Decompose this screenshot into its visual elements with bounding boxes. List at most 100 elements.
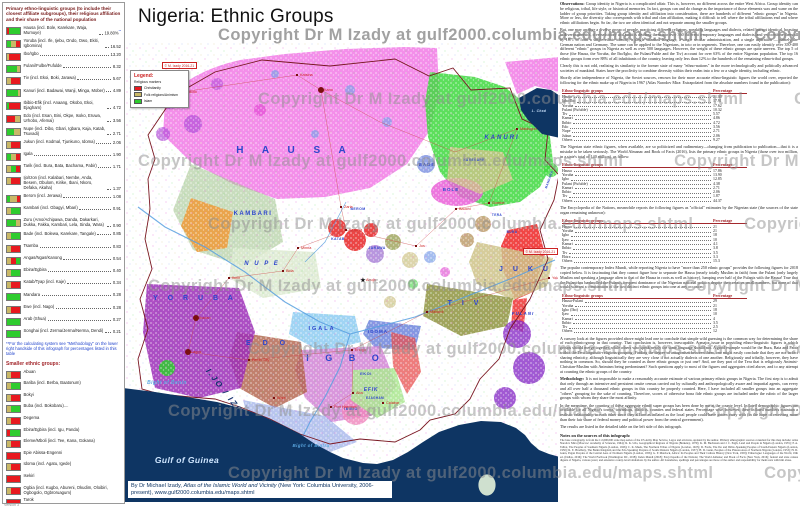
copyright-stamp-top: © M. Izady 2016-21 [162, 62, 197, 70]
religion-swatch [6, 39, 21, 48]
smaller-group-name: Idoma (incl. Agatu, Igede) [23, 461, 72, 467]
region-label: E D O [246, 340, 290, 347]
ethnic-group-row: Mandara 0.28 [6, 292, 121, 302]
ethnic-group-row: Ijo/Izon (incl. Kalabari, Nembe, Anda, B… [6, 175, 121, 191]
table-cell-group: Others [562, 198, 573, 203]
table-cell-group: Yoruba [562, 103, 574, 108]
city-marker [282, 270, 284, 272]
commentary-panel: Observations: Group identity in Nigeria … [560, 2, 798, 507]
dotted-leader [573, 123, 711, 125]
table-row: Igbo (Ibo) 18 [562, 308, 747, 312]
city-marker [273, 397, 275, 399]
dotted-leader [570, 240, 711, 242]
religion-swatch [6, 65, 21, 74]
citation-by: By Dr Michael Izady, [131, 482, 184, 489]
ethnic-group-percentage: 1.37 [112, 185, 121, 191]
smaller-groups-list: Abuan Bariba (incl. Berba, Baatonum) Bokyi… [6, 369, 121, 503]
table-cell-value: 12.85 [713, 177, 722, 182]
table-row: Igbo 18 [562, 233, 747, 237]
table-row: Igbo/Ibo 17.91 [562, 99, 747, 103]
table-cell-value: 21 [713, 229, 717, 234]
table-cell-value: 3.56 [713, 125, 720, 130]
water-label: Bight of Benin [147, 380, 187, 386]
ethnic-percentage-table: Ethno-linguistic groups Percentage Hausa 21… [562, 88, 747, 142]
dotted-leader [97, 234, 112, 236]
table-row: Edo 3.56 [562, 125, 747, 129]
smaller-group-row: Eleme/Mboli (incl. Tee, Kana, Gokana) [6, 438, 121, 449]
ethnic-group-text: Fulani/Fulbe/Fufulde 8.32 [24, 63, 122, 69]
legend-item-label: Islam [144, 99, 153, 104]
ethnic-group-percentage: 2.71 [112, 131, 121, 137]
table-cell-group: Igbo (Ibo) [562, 307, 578, 312]
table-cell-group: Others [562, 259, 573, 264]
city-marker [193, 315, 199, 321]
sources-fine-print: The base cartography is from the 1:2,000… [560, 438, 798, 463]
commentary-paragraph: Clearly this is not odd, realizing its s… [560, 63, 798, 73]
dotted-leader [575, 306, 711, 308]
kaduna-river [304, 201, 347, 263]
religion-swatch [6, 195, 21, 204]
notes-header: Notes on the sources of this infograph: [560, 432, 631, 438]
dotted-leader [107, 108, 112, 110]
religion-swatch [6, 152, 21, 161]
ethnic-group-name: Tiv (incl. Ekoi, Boki, Jarawa) [23, 75, 76, 81]
table-cell-group: Igbo [562, 177, 570, 182]
dotted-leader [41, 295, 112, 297]
smaller-group-row: Tarok [6, 497, 121, 503]
region-label: KANURI [484, 135, 519, 141]
ethnic-group-name: Ibibio-Efik (incl. Anaang, Okobo, Ekoi, … [23, 99, 94, 110]
water-label: Bight of Biafra [293, 443, 330, 448]
commentary-paragraph: Observations: Group identity in Nigeria … [560, 2, 798, 25]
religion-swatch [6, 165, 21, 174]
dotted-leader [55, 307, 112, 309]
ethnic-group-row: Fulani/Fulbe/Fufulde 8.32 [6, 63, 122, 74]
table-cell-group: Ijaw [562, 237, 569, 242]
city-marker [415, 245, 417, 247]
table-cell-group: Tiv [562, 325, 568, 330]
city-marker [330, 406, 332, 408]
ethnic-group-text: Jukun (incl. Kodmal, Tjunkuno, Idoma) 2.0… [24, 139, 122, 145]
religion-swatch [6, 140, 21, 149]
city-marker [345, 229, 347, 231]
legend-item: Folk religions/Animism [134, 92, 186, 98]
table-cell-value: 4.1 [713, 241, 718, 246]
ethnic-group-percentage: 0.90 [112, 223, 121, 229]
dotted-leader [573, 136, 711, 138]
dotted-leader [63, 258, 112, 260]
commentary-paragraph: The Encyclopedia of the Nations, meanwhi… [560, 205, 798, 215]
gulf-of-guinea-sea [125, 388, 558, 502]
table-cell-value: 5.57 [713, 112, 720, 117]
table-cell-value: 2.71 [713, 185, 720, 190]
table-row: Fulani (Fufulde) 10.32 [562, 108, 747, 112]
ethnic-group-text: Bade (incl. Bolewa, Karekare, Tangale) 0.… [24, 231, 122, 237]
table-cell-group: Ebira [562, 254, 571, 259]
region-label: EKOI [360, 371, 372, 376]
religion-swatch [6, 281, 21, 290]
city-label: Zaria [344, 205, 354, 209]
table-row: Yoruba 13.90 [562, 173, 747, 177]
ethnic-group-text: Kanuri (incl. Badawai, Wanji, Minga, Mob… [24, 88, 122, 94]
dotted-leader [574, 201, 711, 203]
table-cell-value: 9.27 [713, 137, 720, 142]
table-row: Others 12 [562, 329, 747, 333]
ethnic-group-percentage: 0.54 [112, 255, 121, 261]
smaller-group-name: Ebira/Egbira (incl. Igu, Panda) [23, 426, 80, 432]
dotted-leader [96, 142, 112, 144]
commentary-paragraph: In the meantime, the counting of these a… [560, 402, 798, 422]
city-marker [296, 74, 298, 76]
dotted-leader [569, 114, 711, 116]
smaller-group-name: Buba (incl. Bokobaru).... [23, 403, 69, 409]
dotted-leader [570, 127, 711, 129]
dotted-leader [570, 314, 711, 316]
table-cell-value: 3.5 [713, 320, 718, 325]
ethnic-group-row: Nupe (incl. Dibo, Gbari, Igbara, Kaja, K… [6, 126, 121, 137]
table-header: Ethno-linguistic groups Percentage [562, 218, 747, 225]
ethnic-group-text: Edo (incl. Esan, Bini, Okpe, Isoko, Eruw… [24, 113, 122, 124]
citation-box: By Dr Michael Izady, Atlas of the Islami… [127, 480, 393, 499]
region-label: Y O R U B A [153, 295, 237, 302]
ethnic-group-name: Angas/Ngas/Kanong [23, 254, 62, 260]
table-cell-group: Yoruba [562, 172, 574, 177]
smaller-group-name: Degema [23, 415, 40, 421]
religion-swatch [6, 232, 21, 241]
smaller-group-name: Bariba (incl. Berba, Baatonum) [23, 380, 81, 386]
